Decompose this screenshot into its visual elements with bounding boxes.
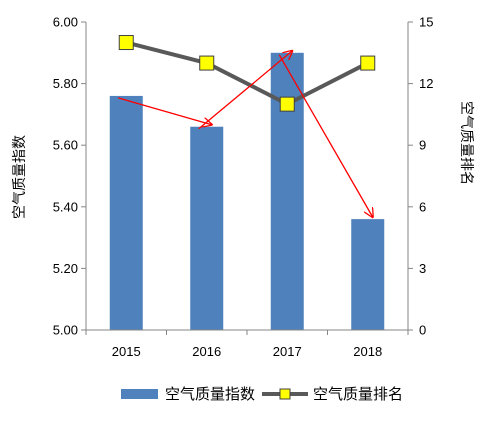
y-tick-label: 5.60 [53,138,78,153]
rank-line [125,40,369,107]
y-tick-label: 5.20 [53,261,78,276]
y-axis-title: 空气质量指数 [12,135,28,219]
legend-line-label: 空气质量排名 [313,385,403,403]
x-tick-label: 2015 [112,344,141,359]
rank-marker-2017 [279,96,295,112]
trend-arrow [278,54,373,217]
legend-bar-swatch [121,389,158,399]
trend-arrow [118,97,212,125]
bar-2018 [351,219,385,330]
rank-marker-2015 [118,35,134,51]
y-tick-label: 6.00 [53,15,78,30]
y2-tick-label: 9 [419,138,426,153]
y2-tick-label: 15 [419,15,433,30]
axes-layer: 5.00 5.20 5.40 5.60 5.80 6.00 0 3 6 9 12 15 2015 2016… [53,15,434,360]
y2-tick-label: 6 [419,199,426,214]
y-tick-label: 5.80 [53,76,78,91]
y-tick-label: 5.40 [53,199,78,214]
y2-tick-label: 12 [419,76,433,91]
legend-line-marker [279,388,291,400]
x-tick-label: 2016 [192,344,221,359]
x-tick-label: 2017 [273,344,302,359]
y-tick-label: 5.00 [53,323,78,338]
y2-tick-label: 0 [419,323,426,338]
arrow-layer [118,51,373,217]
bars-layer [109,52,385,331]
y2-tick-label: 3 [419,261,426,276]
rank-marker-2018 [360,55,376,71]
rank-marker-2016 [199,55,215,71]
x-tick-label: 2018 [353,344,382,359]
trend-arrow [198,51,293,130]
bar-2016 [190,126,224,330]
bar-2015 [109,95,143,330]
legend-bar-label: 空气质量指数 [165,385,255,403]
y2-axis-title: 空气质量排名 [458,101,474,185]
legend: 空气质量指数 空气质量排名 [121,385,403,403]
bar-2017 [270,52,304,331]
line-layer [118,35,376,112]
